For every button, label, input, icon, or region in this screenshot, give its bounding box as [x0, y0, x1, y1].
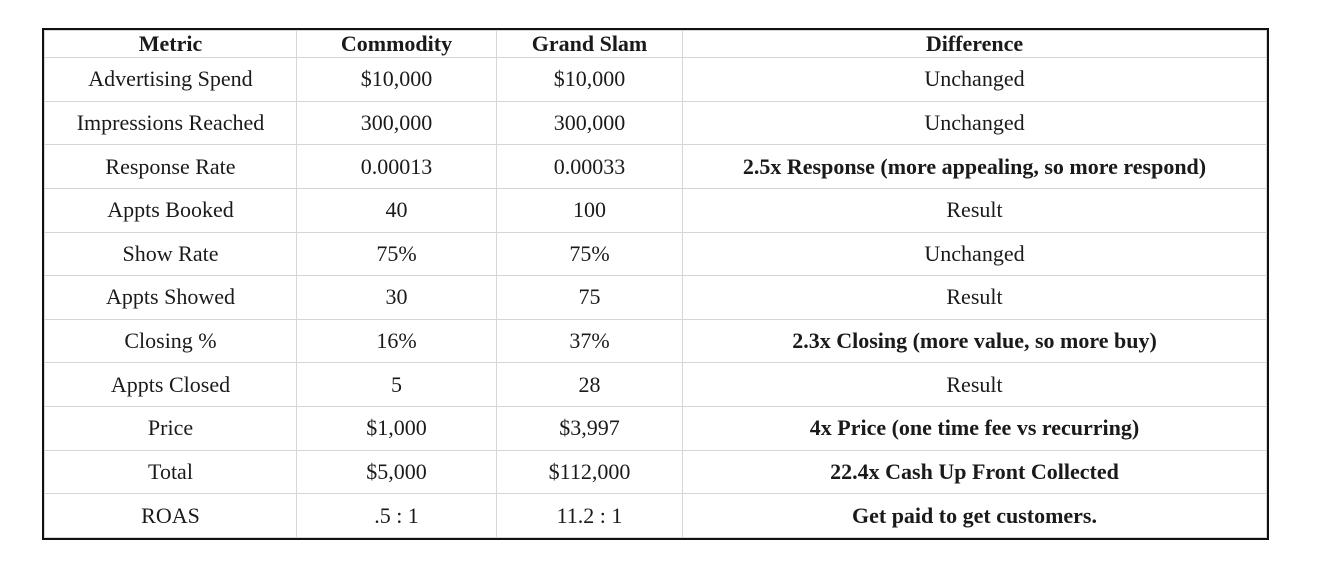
- cell-difference: Unchanged: [682, 231, 1267, 277]
- cell-commodity: 30: [296, 275, 497, 320]
- cell-metric: Closing %: [44, 318, 297, 364]
- cell-metric: Price: [44, 406, 297, 451]
- cell-metric: Appts Closed: [44, 362, 297, 407]
- cell-metric: ROAS: [44, 493, 297, 538]
- cell-difference: Unchanged: [682, 100, 1267, 146]
- table-row: Appts Closed 5 28 Result: [44, 362, 1267, 407]
- cell-grand-slam: 100: [496, 187, 683, 233]
- cell-difference: 4x Price (one time fee vs recurring): [682, 406, 1267, 451]
- table-row: Total $5,000 $112,000 22.4x Cash Up Front C…: [44, 449, 1267, 495]
- table-row: Appts Showed 30 75 Result: [44, 275, 1267, 320]
- cell-metric: Show Rate: [44, 231, 297, 277]
- cell-commodity: $10,000: [296, 57, 497, 102]
- header-grand-slam: Grand Slam: [496, 30, 683, 58]
- cell-difference: 22.4x Cash Up Front Collected: [682, 449, 1267, 495]
- cell-grand-slam: 75: [496, 275, 683, 320]
- cell-grand-slam: $112,000: [496, 449, 683, 495]
- header-metric: Metric: [44, 30, 297, 58]
- cell-metric: Response Rate: [44, 144, 297, 189]
- cell-commodity: 0.00013: [296, 144, 497, 189]
- cell-difference: 2.3x Closing (more value, so more buy): [682, 318, 1267, 364]
- table-row: Show Rate 75% 75% Unchanged: [44, 231, 1267, 277]
- cell-commodity: $1,000: [296, 406, 497, 451]
- cell-commodity: 75%: [296, 231, 497, 277]
- cell-grand-slam: 28: [496, 362, 683, 407]
- cell-metric: Impressions Reached: [44, 100, 297, 146]
- table-row: Price $1,000 $3,997 4x Price (one time fee …: [44, 406, 1267, 451]
- cell-metric: Advertising Spend: [44, 57, 297, 102]
- table-row: Response Rate 0.00013 0.00033 2.5x Response…: [44, 144, 1267, 189]
- table-row: Appts Booked 40 100 Result: [44, 187, 1267, 233]
- cell-difference: Result: [682, 187, 1267, 233]
- cell-grand-slam: 0.00033: [496, 144, 683, 189]
- header-difference: Difference: [682, 30, 1267, 58]
- cell-grand-slam: 37%: [496, 318, 683, 364]
- cell-commodity: .5 : 1: [296, 493, 497, 538]
- cell-metric: Total: [44, 449, 297, 495]
- cell-metric: Appts Booked: [44, 187, 297, 233]
- cell-commodity: 5: [296, 362, 497, 407]
- comparison-table: Metric Commodity Grand Slam Difference A…: [44, 30, 1267, 538]
- cell-difference: Get paid to get customers.: [682, 493, 1267, 538]
- cell-grand-slam: $3,997: [496, 406, 683, 451]
- table-row: Closing % 16% 37% 2.3x Closing (more value,…: [44, 318, 1267, 364]
- table-row: Advertising Spend $10,000 $10,000 Unchanged: [44, 57, 1267, 102]
- cell-difference: Result: [682, 275, 1267, 320]
- cell-grand-slam: 11.2 : 1: [496, 493, 683, 538]
- table-body: Advertising Spend $10,000 $10,000 Unchanged…: [44, 57, 1267, 538]
- cell-commodity: 16%: [296, 318, 497, 364]
- cell-commodity: 300,000: [296, 100, 497, 146]
- cell-difference: 2.5x Response (more appealing, so more r…: [682, 144, 1267, 189]
- cell-grand-slam: 300,000: [496, 100, 683, 146]
- table-row: ROAS .5 : 1 11.2 : 1 Get paid to get custom…: [44, 493, 1267, 538]
- table-row: Impressions Reached 300,000 300,000 Unchang…: [44, 100, 1267, 146]
- cell-commodity: $5,000: [296, 449, 497, 495]
- header-commodity: Commodity: [296, 30, 497, 58]
- cell-difference: Unchanged: [682, 57, 1267, 102]
- comparison-table-container: Metric Commodity Grand Slam Difference A…: [42, 28, 1269, 540]
- cell-difference: Result: [682, 362, 1267, 407]
- cell-grand-slam: 75%: [496, 231, 683, 277]
- cell-metric: Appts Showed: [44, 275, 297, 320]
- cell-grand-slam: $10,000: [496, 57, 683, 102]
- cell-commodity: 40: [296, 187, 497, 233]
- table-header-row: Metric Commodity Grand Slam Difference: [44, 30, 1267, 58]
